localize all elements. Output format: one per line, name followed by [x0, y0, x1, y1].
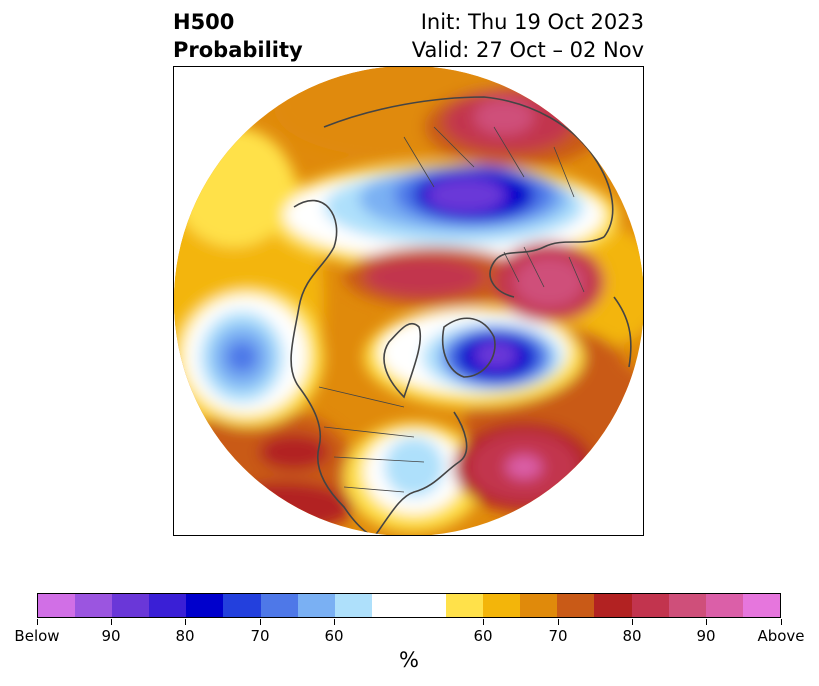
date-info: Init: Thu 19 Oct 2023 Valid: 27 Oct – 02…: [412, 8, 644, 64]
border-lines-asia: [403, 126, 575, 198]
borders: [318, 126, 585, 493]
siberia-core: [474, 99, 534, 135]
colorbar-cell: [223, 594, 261, 617]
init-label: Init: Thu 19 Oct 2023: [420, 10, 644, 34]
colorbar-cell: [38, 594, 76, 617]
colorbar-cell: [520, 594, 558, 617]
colorbar-tick-mark: [111, 619, 112, 625]
colorbar-cell: [371, 594, 409, 617]
colorbar-cell: [260, 594, 298, 617]
chart-title: H500 Probability: [173, 8, 303, 64]
colorbar-tick-label: 90: [696, 627, 716, 645]
colorbar-tick-label: Below: [14, 627, 60, 645]
colorbar-cell: [186, 594, 224, 617]
colorbar: [37, 593, 781, 618]
colorbar-tick-label: 70: [548, 627, 568, 645]
coastlines: [290, 96, 632, 535]
hudson-bay: [383, 322, 422, 399]
colorbar-tick-mark: [483, 619, 484, 625]
valid-label: Valid: 27 Oct – 02 Nov: [411, 38, 644, 62]
border-lines-us: [318, 386, 425, 493]
colorbar-tick-label: 60: [473, 627, 493, 645]
colorbar-cell: [483, 594, 521, 617]
colorbar-tick-mark: [260, 619, 261, 625]
coastline-north: [323, 96, 614, 238]
colorbar-cell: [112, 594, 150, 617]
colorbar-tick-mark: [781, 619, 782, 625]
colorbar-unit: %: [399, 648, 419, 672]
border-lines-europe: [503, 246, 585, 293]
alaska-ridge: [259, 434, 329, 470]
variable-label: H500: [173, 10, 235, 34]
scandinavia-ring-85: [364, 257, 484, 297]
colorbar-tick-label: Above: [757, 627, 805, 645]
colorbar-tick-label: 80: [622, 627, 642, 645]
colorbar-tick-mark: [706, 619, 707, 625]
europe-core: [514, 257, 584, 307]
colorbar-cell: [446, 594, 484, 617]
greenland-coast: [442, 317, 496, 378]
colorbar-tick-label: 80: [175, 627, 195, 645]
colorbar-cell: [334, 594, 372, 617]
colorbar-cell: [594, 594, 632, 617]
southwest-ridge: [214, 482, 354, 532]
colorbar-tick-label: 70: [250, 627, 270, 645]
colorbar-tick-label: 60: [324, 627, 344, 645]
colorbar-tick-mark: [37, 619, 38, 625]
colorbar-tick-mark: [632, 619, 633, 625]
colorbar-tick-mark: [334, 619, 335, 625]
field-label: Probability: [173, 38, 303, 62]
colorbar-cell: [75, 594, 113, 617]
pacific-core: [226, 341, 258, 373]
colorbar-cell: [149, 594, 187, 617]
colorbar-tick-mark: [185, 619, 186, 625]
colorbar-cell: [557, 594, 595, 617]
colorbar-cell: [705, 594, 743, 617]
coastline-europe: [489, 236, 605, 298]
colorbar-cell: [631, 594, 669, 617]
map-panel: [173, 66, 644, 536]
colorbar-cell: [408, 594, 447, 617]
colorbar-tick-mark: [558, 619, 559, 625]
coastline-east-us: [373, 411, 468, 535]
colorbar-cell: [742, 594, 780, 617]
arctic-core: [426, 177, 506, 213]
coastline-west: [290, 199, 375, 535]
coastline-scandinavia: [613, 296, 632, 368]
atlantic-core: [506, 455, 542, 479]
us-core: [384, 437, 444, 497]
greenland-core: [474, 341, 518, 369]
probability-map: [174, 67, 643, 535]
colorbar-tick-label: 90: [101, 627, 121, 645]
colorbar-cell: [668, 594, 706, 617]
colorbar-cell: [297, 594, 335, 617]
